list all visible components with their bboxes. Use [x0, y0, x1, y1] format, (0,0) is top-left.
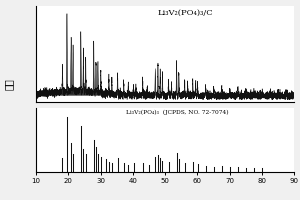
- Text: Li₃V₂(PO₄)₃  (JCPDS, NO. 72-7074): Li₃V₂(PO₄)₃ (JCPDS, NO. 72-7074): [126, 110, 229, 115]
- Text: 強度: 強度: [4, 78, 14, 90]
- Text: Li₃V₂(PO₄)₃/C: Li₃V₂(PO₄)₃/C: [157, 9, 213, 17]
